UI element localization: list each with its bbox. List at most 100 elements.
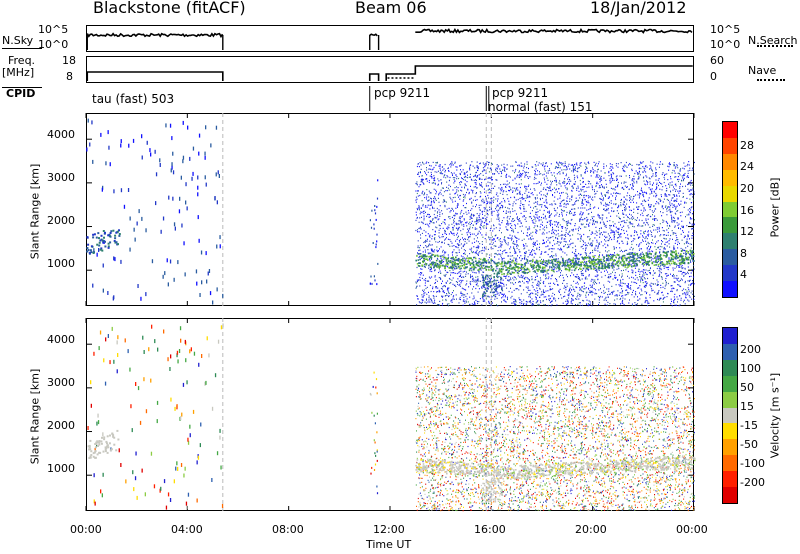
data-pixel (114, 241, 117, 244)
data-pixel (473, 304, 475, 306)
data-pixel (487, 223, 489, 225)
data-pixel (617, 181, 619, 184)
data-pixel (468, 212, 470, 214)
data-pixel (123, 204, 126, 209)
data-pixel (566, 167, 568, 169)
data-pixel (527, 185, 529, 187)
data-pixel (422, 274, 424, 276)
data-pixel (439, 248, 440, 250)
data-pixel (656, 241, 658, 243)
data-pixel (508, 280, 510, 282)
data-pixel (645, 219, 647, 222)
data-pixel (476, 165, 478, 167)
data-pixel (466, 298, 468, 300)
data-pixel (604, 243, 606, 245)
data-pixel (522, 243, 524, 246)
data-pixel (534, 279, 536, 281)
data-pixel (616, 295, 618, 297)
data-pixel (614, 259, 616, 262)
data-pixel (637, 287, 639, 289)
data-pixel (532, 249, 534, 251)
data-pixel (553, 255, 555, 257)
data-pixel (478, 280, 480, 282)
data-pixel (687, 172, 689, 174)
data-pixel (664, 193, 666, 195)
data-pixel (511, 271, 513, 273)
data-pixel (599, 181, 601, 183)
data-pixel (596, 190, 598, 192)
data-pixel (552, 231, 554, 233)
data-pixel (523, 215, 525, 217)
data-pixel (671, 290, 673, 293)
data-pixel (511, 239, 512, 241)
data-pixel (552, 288, 554, 290)
data-pixel (494, 256, 496, 258)
data-pixel (487, 177, 489, 179)
data-pixel (561, 226, 562, 228)
data-pixel (645, 281, 647, 283)
data-pixel (591, 278, 593, 280)
data-pixel (436, 249, 438, 251)
data-pixel (490, 299, 492, 301)
data-pixel (497, 204, 499, 206)
data-pixel (600, 217, 602, 219)
data-pixel (626, 285, 628, 287)
data-pixel (592, 249, 593, 252)
data-pixel (478, 301, 480, 303)
data-pixel (473, 214, 475, 216)
data-pixel (535, 205, 537, 208)
data-pixel (560, 241, 562, 243)
data-pixel (690, 193, 692, 195)
data-pixel (558, 166, 559, 169)
data-pixel (500, 246, 502, 248)
data-pixel (458, 259, 460, 261)
data-pixel (508, 218, 510, 220)
data-pixel (198, 238, 200, 243)
data-pixel (498, 217, 500, 219)
data-pixel (431, 270, 433, 273)
data-pixel (658, 226, 660, 228)
data-pixel (469, 296, 471, 298)
data-pixel (417, 245, 419, 247)
data-pixel (646, 282, 648, 284)
data-pixel (669, 225, 671, 227)
data-pixel (552, 245, 554, 247)
data-pixel (675, 206, 677, 208)
data-pixel (524, 256, 526, 258)
data-pixel (525, 251, 527, 253)
data-pixel (592, 219, 594, 221)
data-pixel (543, 282, 545, 285)
data-pixel (488, 188, 490, 190)
data-pixel (449, 164, 451, 166)
data-pixel (471, 222, 472, 224)
data-pixel (648, 233, 650, 235)
data-pixel (442, 295, 444, 297)
data-pixel (648, 177, 650, 179)
data-pixel (457, 203, 459, 205)
data-pixel (539, 229, 541, 231)
data-pixel (500, 255, 502, 257)
data-pixel (683, 288, 685, 290)
data-pixel (680, 168, 682, 170)
data-pixel (440, 246, 442, 248)
data-pixel (512, 210, 514, 212)
data-pixel (568, 163, 570, 165)
data-pixel (547, 239, 549, 241)
data-pixel (475, 183, 477, 186)
data-pixel (456, 254, 458, 257)
data-pixel (501, 297, 503, 299)
data-pixel (645, 184, 647, 186)
data-pixel (417, 229, 418, 231)
data-pixel (493, 187, 494, 189)
data-pixel (549, 168, 550, 170)
data-pixel (648, 243, 650, 245)
data-pixel (621, 273, 623, 275)
data-pixel (219, 235, 221, 240)
data-pixel (464, 207, 466, 209)
data-pixel (487, 167, 489, 169)
data-pixel (417, 195, 419, 197)
data-pixel (604, 298, 606, 300)
data-pixel (486, 200, 488, 202)
data-pixel (149, 148, 151, 153)
data-pixel (623, 181, 625, 183)
